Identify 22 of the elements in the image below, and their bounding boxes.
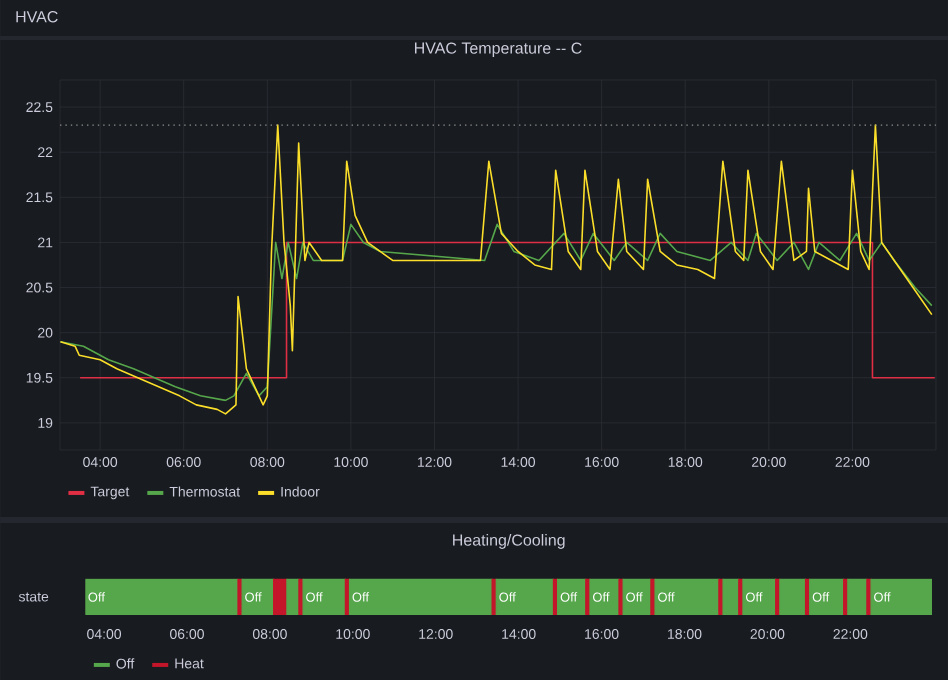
bar [557, 578, 587, 616]
bar [302, 578, 346, 616]
bar [870, 578, 932, 616]
bar [809, 578, 845, 616]
bar [779, 578, 807, 616]
bar [85, 578, 239, 616]
bar [742, 578, 777, 616]
text: HVAC [16, 11, 58, 23]
bar [273, 578, 288, 616]
bar [622, 578, 652, 616]
bar [722, 578, 740, 616]
line-series [60, 223, 933, 402]
bar [286, 578, 300, 616]
bar [847, 578, 868, 616]
bar [654, 578, 720, 616]
chart-title: Heating/Cooling [453, 533, 565, 549]
bar [495, 578, 555, 616]
bar [491, 578, 497, 616]
chart-title: HVAC Temperature -- C [415, 42, 582, 57]
bar [348, 578, 493, 616]
bar [589, 578, 620, 616]
bar [241, 578, 275, 616]
